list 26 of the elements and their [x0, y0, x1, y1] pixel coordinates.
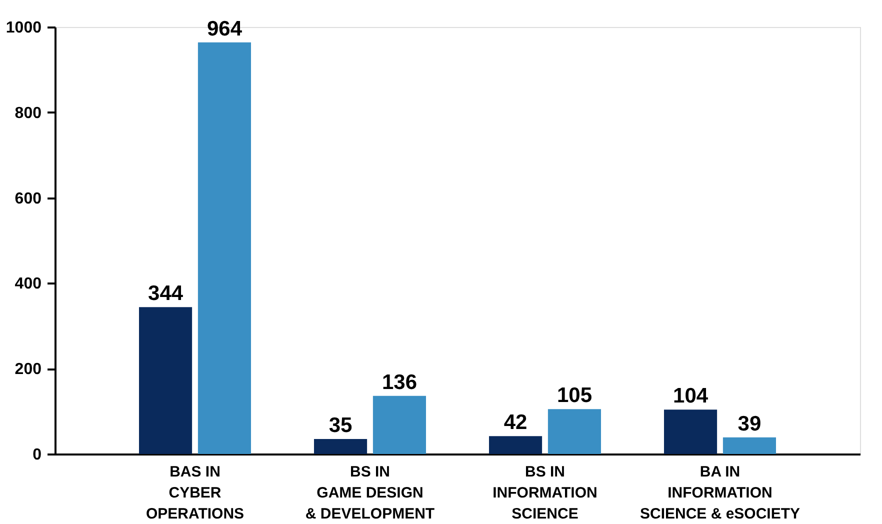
- y-tick-label: 200: [14, 361, 42, 378]
- bar: [372, 396, 426, 454]
- bar: [664, 410, 718, 454]
- y-tick-label: 600: [14, 190, 42, 208]
- data-label: 42: [504, 411, 528, 434]
- x-tick-label: BS IN INFORMATION SCIENCE: [492, 464, 598, 522]
- bar: [198, 42, 251, 454]
- data-label: 39: [738, 412, 762, 436]
- x-tick-label: BS IN GAME DESIGN & DEVELOPMENT: [305, 464, 435, 522]
- bar: [139, 307, 192, 454]
- bar: [314, 439, 368, 454]
- data-label: 35: [328, 414, 353, 438]
- bar: [548, 409, 601, 454]
- bar: [722, 437, 776, 454]
- y-tick-label: 1000: [6, 20, 42, 36]
- x-tick-label: BAS IN CYBER OPERATIONS: [146, 464, 244, 522]
- data-label: 964: [206, 17, 242, 40]
- data-label: 105: [556, 384, 592, 408]
- data-label: 136: [382, 370, 417, 394]
- data-label: 104: [673, 384, 708, 408]
- data-label: 344: [148, 282, 184, 306]
- y-tick-label: 400: [14, 276, 42, 293]
- bar: [489, 436, 542, 454]
- y-tick-label: 0: [32, 446, 42, 464]
- x-tick-label: BA IN INFORMATION SCIENCE & eSOCIETY: [640, 464, 800, 522]
- y-tick-label: 800: [14, 104, 42, 122]
